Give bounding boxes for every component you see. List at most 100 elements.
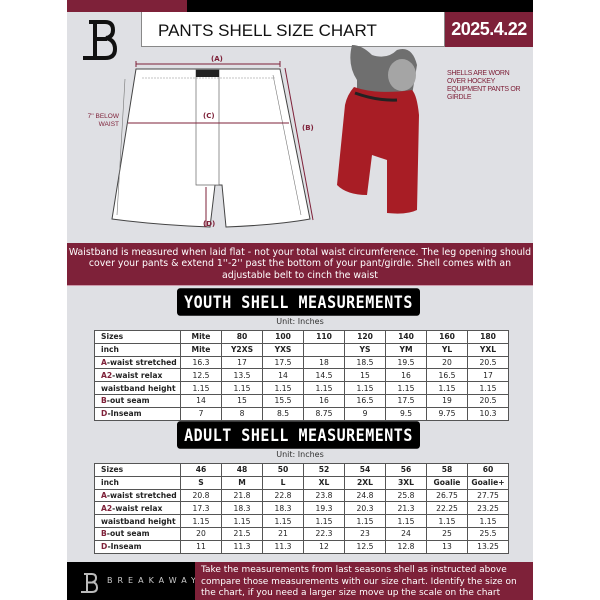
adult-size-table: Sizes 46 48 50 52 54 56 58 60 inch S M L XL 2XL 3XL Goal…	[94, 463, 509, 554]
table-cell: 18.5	[344, 355, 386, 370]
table-cell: S	[180, 475, 222, 490]
row-label: D-Inseam	[94, 539, 181, 554]
table-cell: 16	[385, 368, 427, 383]
label-a: (A)	[211, 55, 223, 63]
top-accent-bar	[67, 0, 187, 12]
table-cell: 23.25	[467, 501, 509, 516]
table-cell: 16.3	[180, 355, 222, 370]
measure-name: -out seam	[106, 396, 150, 406]
table-cell: 27.75	[467, 488, 509, 503]
table-row: A-waist stretched 20.8 21.8 22.8 23.8 24.8 25.…	[94, 488, 509, 503]
table-cell: 24	[385, 526, 427, 541]
row-label: Sizes	[94, 463, 181, 477]
label-c: (C)	[203, 112, 215, 120]
table-cell: 20	[426, 355, 468, 370]
table-cell: 24.8	[344, 488, 386, 503]
table-cell: YXL	[467, 342, 509, 357]
table-cell: 18	[303, 355, 345, 370]
table-cell: YL	[426, 342, 468, 357]
table-cell: XL	[303, 475, 345, 490]
table-cell: 20.3	[344, 501, 386, 516]
table-cell: 60	[467, 463, 509, 477]
table-row: waistband height 1.15 1.15 1.15 1.15 1.15 1.15…	[94, 514, 509, 528]
measure-lines	[128, 61, 314, 227]
table-cell: Y2XS	[221, 342, 263, 357]
table-cell: 12.5	[180, 368, 222, 383]
measure-name: -waist stretched	[106, 490, 177, 500]
table-cell: 50	[262, 463, 304, 477]
measure-code: B	[101, 529, 107, 539]
table-cell: 19	[426, 393, 468, 408]
measure-code: A2	[101, 503, 113, 513]
table-cell: Mite	[180, 330, 222, 344]
row-label: B-out seam	[94, 393, 181, 408]
table-cell: 12.5	[344, 539, 386, 554]
table-cell: 18.3	[221, 501, 263, 516]
measure-name: -waist stretched	[106, 357, 177, 367]
measure-code: D	[101, 409, 108, 419]
table-cell: 20.5	[467, 393, 509, 408]
label-b: (B)	[302, 124, 314, 132]
table-cell: 1.15	[262, 514, 304, 528]
table-cell: 22.3	[303, 526, 345, 541]
measure-name: -waist relax	[112, 503, 163, 513]
youth-size-table: Sizes Mite 80 100 110 120 140 160 180 inch Mite Y2X…	[94, 330, 509, 421]
shorts-diagram: (A) (B) (C) (D)	[111, 45, 419, 228]
table-cell: 7	[180, 406, 222, 421]
page-title: PANTS SHELL SIZE CHART	[141, 12, 445, 47]
table-cell: Mite	[180, 342, 222, 357]
table-cell: 13.25	[467, 539, 509, 554]
measure-name: Sizes	[101, 332, 124, 342]
table-cell: 22.8	[262, 488, 304, 503]
table-row: waistband height 1.15 1.15 1.15 1.15 1.15 1.15…	[94, 381, 509, 395]
table-cell: 17	[467, 368, 509, 383]
table-cell: 1.15	[262, 381, 304, 395]
table-row: A-waist stretched 16.3 17 17.5 18 18.5 19.5 20 2…	[94, 355, 509, 370]
row-label: B-out seam	[94, 526, 181, 541]
table-cell: M	[221, 475, 263, 490]
table-cell: 11	[180, 539, 222, 554]
table-cell: 46	[180, 463, 222, 477]
table-cell: 1.15	[180, 381, 222, 395]
measure-name: -out seam	[106, 529, 150, 539]
row-label: inch	[94, 342, 181, 357]
table-cell: 1.15	[221, 381, 263, 395]
table-cell: 20	[180, 526, 222, 541]
table-cell: 20.5	[467, 355, 509, 370]
table-cell: 16	[303, 393, 345, 408]
table-cell: 52	[303, 463, 345, 477]
table-cell: 1.15	[303, 381, 345, 395]
table-cell: 18.3	[262, 501, 304, 516]
table-cell: 110	[303, 330, 345, 344]
table-cell: 1.15	[180, 514, 222, 528]
table-row: Sizes Mite 80 100 110 120 140 160 180	[94, 330, 509, 344]
adult-section-title: ADULT SHELL MEASUREMENTS	[177, 421, 420, 449]
table-cell: 22.25	[426, 501, 468, 516]
label-d: (D)	[203, 220, 215, 228]
measure-name: inch	[101, 478, 119, 488]
table-cell: 25.8	[385, 488, 427, 503]
row-label: waistband height	[94, 514, 181, 528]
top-black-bar	[187, 0, 533, 12]
table-cell: 21.3	[385, 501, 427, 516]
table-row: inch Mite Y2XS YXS YS YM YL YXL	[94, 342, 509, 357]
table-cell: 21.5	[221, 526, 263, 541]
table-cell: Goalie	[426, 475, 468, 490]
row-label: waistband height	[94, 381, 181, 395]
table-cell: 58	[426, 463, 468, 477]
table-cell: 11.3	[262, 539, 304, 554]
measure-code: A	[101, 357, 107, 367]
table-row: A2-waist relax 17.3 18.3 18.3 19.3 20.3 21.3 22…	[94, 501, 509, 516]
size-chart-sheet: PANTS SHELL SIZE CHART 2025.4.22 (A) (B)…	[67, 0, 533, 600]
table-cell: 15	[344, 368, 386, 383]
youth-unit-label: Unit: Inches	[276, 317, 324, 326]
row-label: A-waist stretched	[94, 355, 181, 370]
table-cell: 1.15	[344, 381, 386, 395]
table-row: D-Inseam 11 11.3 11.3 12 12.5 12.8 13 13.25	[94, 539, 509, 554]
table-cell: 17.5	[385, 393, 427, 408]
table-cell: 8	[221, 406, 263, 421]
waistband-info-banner: Waistband is measured when laid flat - n…	[67, 243, 533, 286]
table-cell: 13.5	[221, 368, 263, 383]
table-cell: 17	[221, 355, 263, 370]
shorts-outline-icon	[111, 68, 311, 228]
